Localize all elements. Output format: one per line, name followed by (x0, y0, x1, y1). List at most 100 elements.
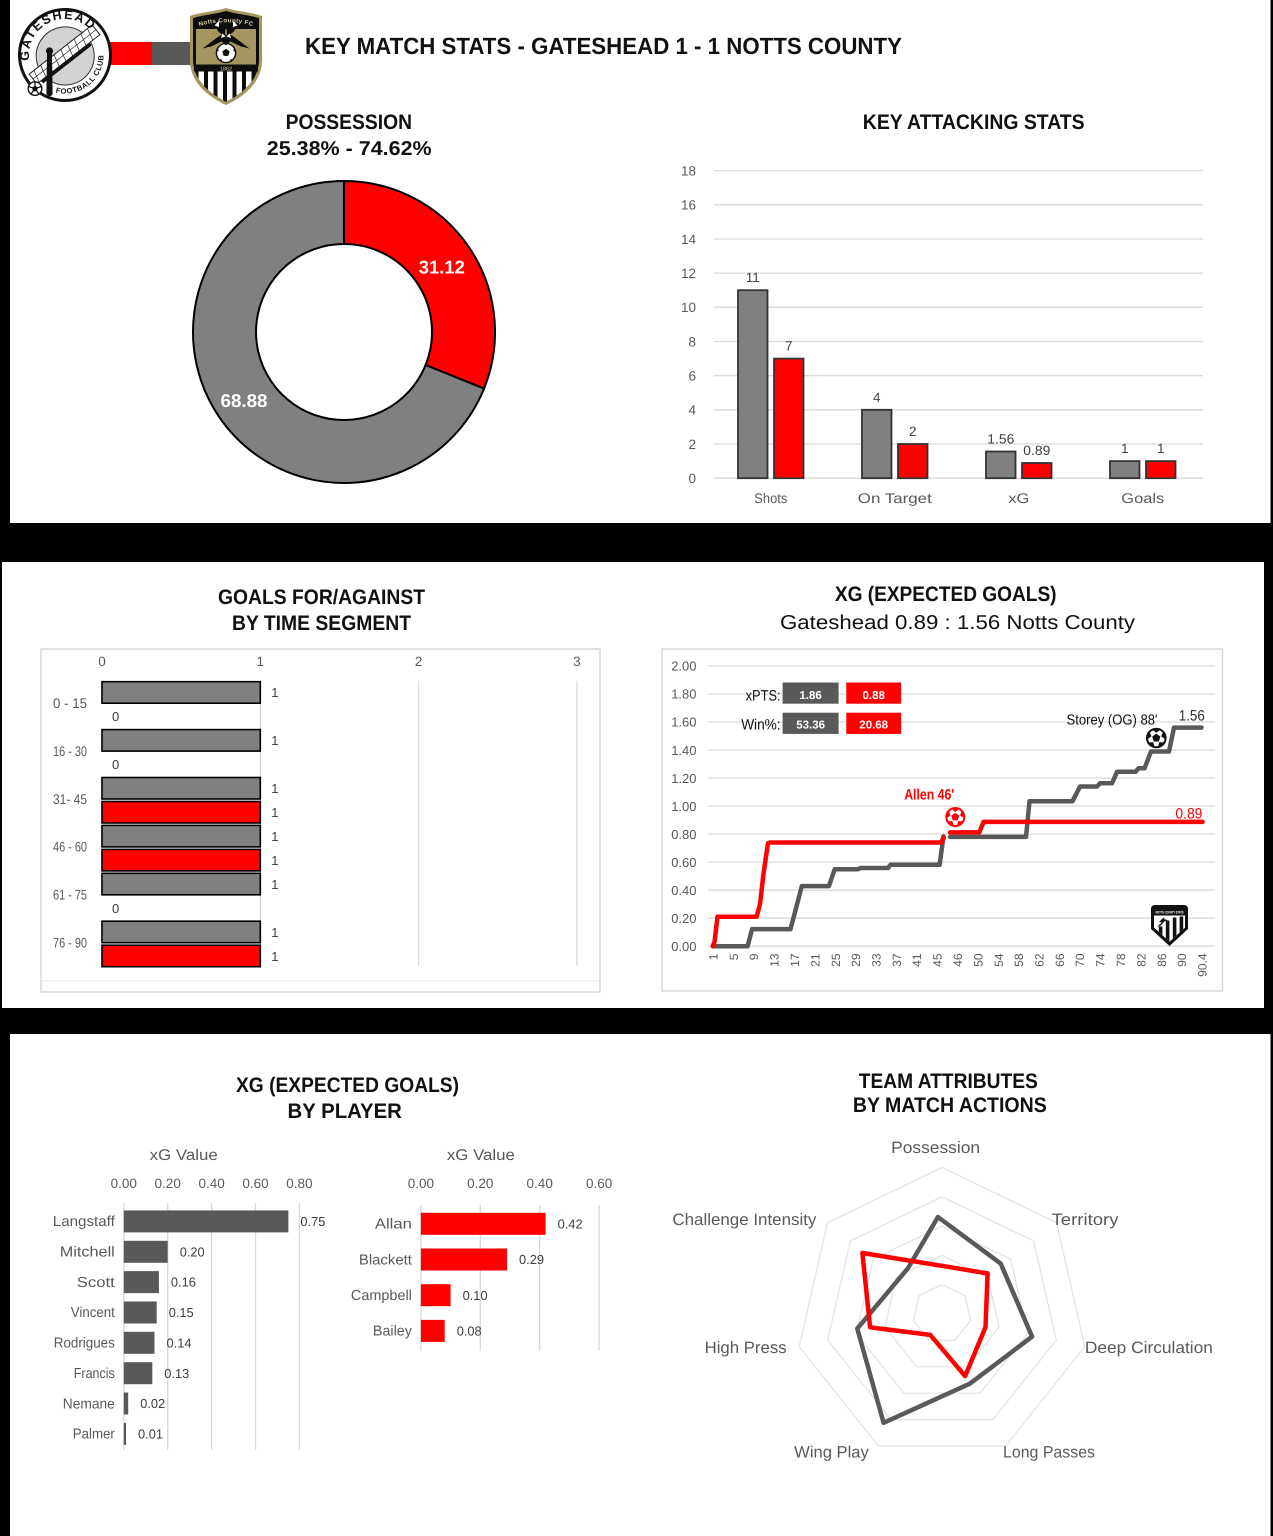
svg-text:Territory: Territory (1052, 1211, 1120, 1229)
svg-text:1.86: 1.86 (799, 690, 821, 702)
svg-text:41: 41 (910, 953, 924, 967)
svg-text:1.40: 1.40 (671, 743, 696, 758)
svg-text:xG Value: xG Value (447, 1147, 515, 1164)
svg-text:1: 1 (271, 949, 278, 964)
svg-text:31- 45: 31- 45 (53, 791, 87, 807)
svg-text:GOALS FOR/AGAINST: GOALS FOR/AGAINST (218, 586, 425, 609)
svg-text:Vincent: Vincent (71, 1305, 115, 1321)
svg-text:Long Passes: Long Passes (1003, 1444, 1095, 1462)
svg-text:Bailey: Bailey (373, 1324, 413, 1340)
svg-text:2.00: 2.00 (671, 659, 696, 674)
svg-text:14: 14 (681, 232, 697, 247)
svg-text:6: 6 (688, 369, 696, 384)
svg-text:46: 46 (951, 953, 965, 967)
svg-text:1862: 1862 (220, 66, 232, 72)
svg-text:45: 45 (931, 953, 945, 967)
svg-text:0.88: 0.88 (863, 690, 886, 702)
svg-text:0.15: 0.15 (169, 1305, 194, 1320)
svg-text:50: 50 (971, 953, 985, 967)
svg-text:0.40: 0.40 (198, 1176, 224, 1191)
svg-text:Notts County FC: Notts County FC (198, 17, 255, 28)
svg-text:Wing Play: Wing Play (794, 1444, 869, 1462)
svg-text:0.60: 0.60 (242, 1176, 268, 1191)
svg-text:0.20: 0.20 (467, 1176, 493, 1191)
svg-text:76 - 90: 76 - 90 (53, 935, 87, 951)
svg-text:Langstaff: Langstaff (53, 1214, 116, 1230)
svg-text:0.01: 0.01 (138, 1427, 163, 1442)
svg-text:XG (EXPECTED GOALS): XG (EXPECTED GOALS) (835, 583, 1057, 606)
svg-text:0.75: 0.75 (300, 1214, 325, 1229)
svg-text:12: 12 (681, 266, 696, 281)
svg-text:High Press: High Press (705, 1339, 787, 1357)
svg-text:13: 13 (768, 953, 782, 967)
svg-text:Scott: Scott (77, 1275, 115, 1291)
svg-text:7: 7 (785, 339, 793, 354)
svg-text:1.60: 1.60 (671, 715, 696, 730)
svg-text:Rodrigues: Rodrigues (54, 1336, 115, 1352)
svg-text:0.08: 0.08 (457, 1324, 482, 1339)
svg-text:0.02: 0.02 (140, 1396, 165, 1411)
svg-text:1: 1 (271, 925, 278, 940)
svg-text:61 - 75: 61 - 75 (53, 887, 87, 903)
svg-text:68.88: 68.88 (221, 390, 268, 411)
svg-text:2: 2 (415, 654, 423, 669)
svg-text:46 - 60: 46 - 60 (53, 839, 87, 855)
svg-text:0.40: 0.40 (527, 1176, 553, 1191)
svg-text:Gateshead 0.89 : 1.56 Notts: Gateshead 0.89 : 1.56 Notts County (780, 612, 1135, 634)
svg-text:16: 16 (681, 198, 696, 213)
svg-text:0: 0 (112, 901, 119, 916)
svg-text:Win%:: Win%: (741, 717, 780, 734)
svg-text:KEY ATTACKING STATS: KEY ATTACKING STATS (863, 111, 1085, 134)
svg-text:0.20: 0.20 (180, 1244, 205, 1259)
svg-text:11: 11 (746, 270, 760, 285)
svg-text:25: 25 (829, 953, 843, 967)
svg-text:0.29: 0.29 (519, 1252, 544, 1267)
svg-text:2: 2 (909, 424, 917, 439)
svg-text:0.20: 0.20 (671, 911, 696, 926)
svg-text:0.00: 0.00 (408, 1176, 434, 1191)
svg-text:1: 1 (707, 953, 721, 960)
svg-text:0.42: 0.42 (558, 1216, 583, 1231)
svg-text:1: 1 (1157, 441, 1165, 456)
svg-text:66: 66 (1053, 953, 1067, 967)
svg-text:xG Value: xG Value (150, 1147, 218, 1164)
svg-text:0.20: 0.20 (155, 1176, 181, 1191)
svg-text:9: 9 (747, 953, 761, 960)
svg-text:1: 1 (271, 781, 278, 796)
svg-text:82: 82 (1134, 953, 1148, 967)
svg-text:POSSESSION: POSSESSION (286, 111, 412, 134)
svg-text:78: 78 (1114, 953, 1128, 967)
svg-text:Nemane: Nemane (63, 1396, 115, 1412)
svg-text:29: 29 (849, 953, 863, 967)
svg-text:Deep Circulation: Deep Circulation (1085, 1339, 1213, 1357)
svg-text:0.60: 0.60 (671, 855, 696, 870)
svg-text:1.80: 1.80 (671, 687, 696, 702)
svg-text:16 - 30: 16 - 30 (53, 743, 87, 759)
svg-text:20.68: 20.68 (859, 719, 888, 731)
svg-text:Blackett: Blackett (359, 1252, 412, 1268)
svg-text:25.38% - 74.62%: 25.38% - 74.62% (267, 138, 432, 160)
svg-text:2: 2 (688, 437, 696, 452)
svg-text:1: 1 (271, 853, 278, 868)
svg-text:XG (EXPECTED GOALS): XG (EXPECTED GOALS) (236, 1074, 459, 1097)
svg-text:Allen 46': Allen 46' (904, 787, 954, 804)
svg-text:0.00: 0.00 (671, 939, 696, 954)
svg-text:0.10: 0.10 (463, 1288, 488, 1303)
svg-text:0: 0 (688, 471, 696, 486)
svg-text:37: 37 (890, 953, 904, 967)
svg-text:Storey (OG) 88': Storey (OG) 88' (1067, 713, 1158, 729)
svg-text:1.20: 1.20 (671, 771, 696, 786)
svg-text:1: 1 (271, 805, 278, 820)
svg-text:1: 1 (271, 829, 278, 844)
svg-text:1: 1 (271, 877, 278, 892)
svg-text:21: 21 (808, 953, 822, 967)
svg-text:8: 8 (688, 334, 696, 349)
svg-text:1: 1 (1121, 441, 1129, 456)
svg-text:0.14: 0.14 (167, 1335, 192, 1350)
svg-text:0.00: 0.00 (111, 1176, 137, 1191)
svg-text:0: 0 (112, 709, 119, 724)
svg-text:18: 18 (681, 163, 696, 178)
svg-text:Palmer: Palmer (73, 1427, 115, 1443)
svg-text:Mitchell: Mitchell (60, 1245, 115, 1261)
svg-text:0: 0 (112, 757, 119, 772)
